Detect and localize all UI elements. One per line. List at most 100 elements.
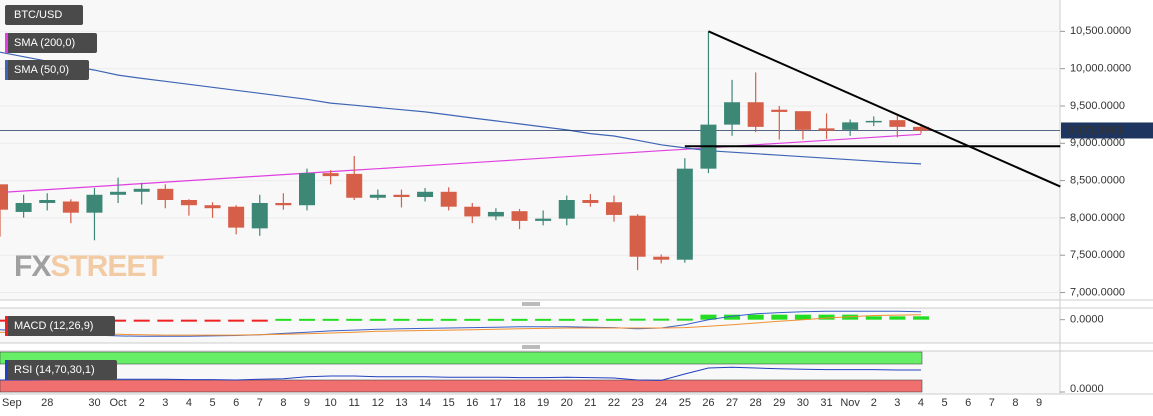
legend-color: [5, 360, 8, 380]
main-plot-bg: [0, 0, 1060, 300]
x-tick-label: 6: [965, 397, 971, 409]
macd-bar: [629, 318, 646, 321]
macd-bar: [487, 318, 504, 321]
x-tick-label: 9: [1036, 397, 1042, 409]
x-tick-label: 14: [419, 397, 431, 409]
resize-grip[interactable]: [522, 302, 540, 349]
candle-body: [747, 102, 764, 127]
legend-label: SMA (200,0): [14, 37, 75, 49]
candle-body: [582, 200, 599, 203]
macd-bar: [180, 319, 197, 322]
candle-body: [464, 206, 481, 217]
x-tick-label: 23: [631, 397, 643, 409]
candle-body: [0, 184, 8, 210]
y-tick-label: 7,000.0000: [1070, 286, 1125, 298]
x-tick-label: 8: [280, 397, 286, 409]
macd-bar: [417, 318, 434, 321]
macd-bar: [133, 319, 150, 322]
macd-bar: [724, 314, 741, 320]
macd-bar: [110, 319, 127, 322]
x-tick-label: 20: [561, 397, 573, 409]
x-tick-label: 11: [349, 397, 360, 409]
x-tick-label: 4: [186, 397, 192, 409]
legend-box: [5, 5, 83, 25]
candle-body: [676, 168, 693, 260]
candle-body: [133, 188, 150, 192]
y-tick-label: 0.0000: [1070, 383, 1104, 395]
price-label-bg: [1061, 122, 1153, 139]
signal-line: [0, 314, 922, 336]
rsi-line: [0, 366, 921, 381]
x-tick-label: 7: [989, 397, 995, 409]
candle-body: [865, 120, 882, 123]
x-tick-label: 31: [820, 397, 832, 409]
x-tick-label: 24: [655, 397, 667, 409]
candle-body: [818, 128, 835, 131]
x-tick-label: 22: [608, 397, 620, 409]
x-tick-label: Oct: [110, 397, 127, 409]
candle-body: [440, 191, 457, 207]
macd-bar: [535, 318, 552, 321]
legend-label: BTC/USD: [14, 9, 62, 21]
y-tick-label: 9,000.0000: [1070, 137, 1125, 149]
x-tick-label: 26: [702, 397, 714, 409]
y-tick-label: 10,500.0000: [1070, 25, 1131, 37]
legend-box: [5, 60, 89, 80]
macd-bar: [228, 319, 245, 322]
candle-body: [346, 173, 363, 198]
x-tick-label: 9: [304, 397, 310, 409]
y-tick-label: 10,000.0000: [1070, 63, 1131, 75]
macd-bar: [157, 319, 174, 322]
legend-label: MACD (12,26,9): [14, 320, 93, 332]
candle-body: [794, 111, 811, 130]
macd-bar: [771, 314, 788, 320]
candle-body: [535, 218, 552, 221]
trendline: [708, 30, 1061, 188]
x-tick-label: 7: [257, 397, 263, 409]
price-label: 9,171.5961: [1068, 124, 1123, 136]
x-tick-label: 29: [773, 397, 785, 409]
macd-bar: [0, 319, 8, 322]
legend-label: RSI (14,70,30,1): [14, 364, 95, 376]
candle-body: [204, 205, 221, 209]
candle-body: [771, 109, 788, 112]
macd-bar: [558, 318, 575, 321]
x-tick-label: 28: [41, 397, 53, 409]
y-tick-label: 9,500.0000: [1070, 100, 1125, 112]
x-tick-label: 10: [324, 397, 336, 409]
candle-body: [369, 194, 386, 198]
oversold-band: [0, 379, 923, 393]
macd-bar: [889, 316, 906, 320]
candle-body: [15, 202, 32, 212]
macd-bar: [346, 318, 363, 321]
macd-bar: [393, 318, 410, 321]
candle-body: [180, 200, 197, 206]
macd-bar: [676, 318, 693, 321]
macd-bar: [912, 316, 929, 320]
candle-body: [417, 191, 434, 198]
macd-line: [0, 310, 922, 337]
x-tick-label: 17: [490, 397, 502, 409]
candle-body: [912, 126, 929, 131]
overbought-band: [0, 351, 923, 365]
x-tick-label: Nov: [840, 397, 860, 409]
legend-color: [5, 316, 8, 336]
candle-body: [110, 191, 127, 195]
macd-bar: [464, 318, 481, 321]
x-tick-label: 12: [372, 397, 384, 409]
candle-body: [842, 122, 859, 130]
x-tick-label: 5: [209, 397, 215, 409]
x-tick-label: 8: [1012, 397, 1018, 409]
x-tick-label: 30: [88, 397, 100, 409]
x-tick-label: 3: [162, 397, 168, 409]
macd-bar: [582, 318, 599, 321]
candle-body: [724, 102, 741, 125]
macd-bar: [605, 318, 622, 321]
y-tick-label: 8,000.0000: [1070, 212, 1125, 224]
macd-bar: [653, 318, 670, 321]
candle-body: [251, 202, 268, 229]
legend-box: [5, 360, 117, 380]
legend-box: [5, 33, 97, 53]
candle-body: [322, 173, 339, 177]
